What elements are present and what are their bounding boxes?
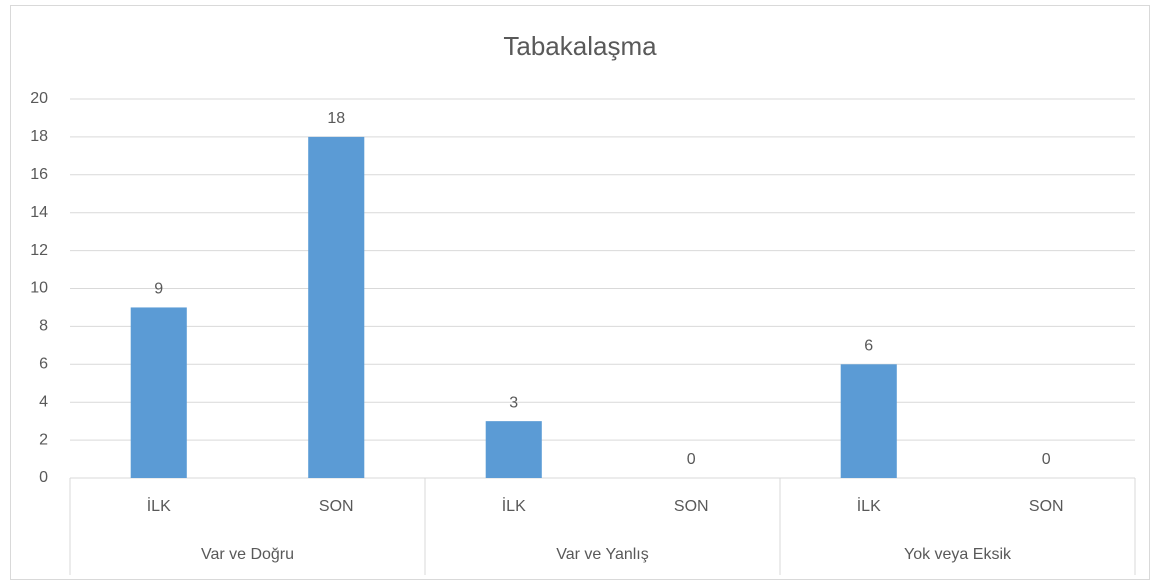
y-tick-label: 16 (30, 166, 48, 183)
data-label: 9 (154, 281, 163, 298)
bar (308, 136, 365, 478)
x-tick-label: SON (1029, 498, 1064, 515)
x-tick-label: İLK (857, 496, 881, 515)
y-tick-label: 0 (39, 469, 48, 486)
data-label: 6 (864, 338, 873, 355)
y-tick-label: 18 (30, 128, 48, 145)
group-label: Yok veya Eksik (904, 546, 1012, 563)
y-tick-label: 4 (39, 393, 48, 410)
x-tick-label: İLK (502, 496, 526, 515)
y-tick-label: 2 (39, 431, 48, 448)
y-tick-label: 20 (30, 90, 48, 107)
data-label: 18 (327, 110, 345, 127)
data-label: 0 (687, 451, 696, 468)
x-tick-label: SON (319, 498, 354, 515)
y-tick-label: 12 (30, 242, 48, 259)
chart-title: Tabakalaşma (503, 31, 657, 61)
group-label: Var ve Doğru (201, 546, 294, 563)
y-tick-label: 8 (39, 318, 48, 335)
bar (840, 364, 897, 478)
group-label: Var ve Yanlış (556, 546, 649, 563)
x-tick-label: SON (674, 498, 709, 515)
y-tick-label: 10 (30, 280, 48, 297)
bar (485, 421, 542, 478)
y-tick-label: 6 (39, 356, 48, 373)
y-tick-label: 14 (30, 204, 48, 221)
bar (130, 307, 187, 478)
x-tick-label: İLK (147, 496, 171, 515)
data-label: 0 (1042, 451, 1051, 468)
data-label: 3 (509, 394, 518, 411)
chart-border (10, 5, 1150, 580)
